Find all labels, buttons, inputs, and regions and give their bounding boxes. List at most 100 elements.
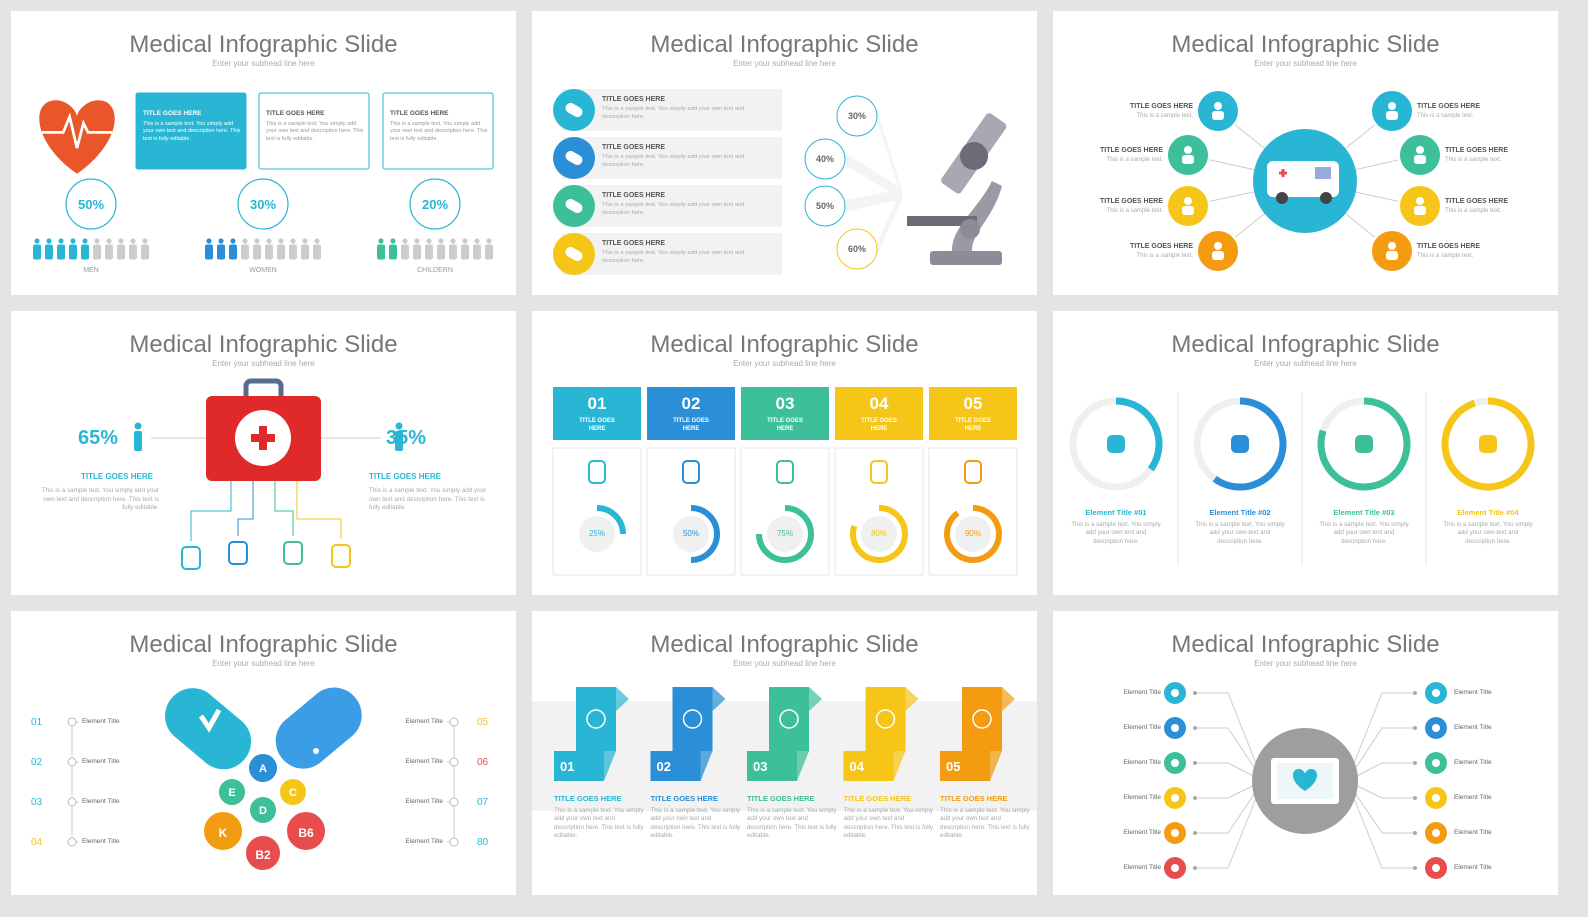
column-number: 05 xyxy=(963,394,983,413)
percent-circle xyxy=(237,178,289,230)
ribbon-icon xyxy=(586,709,606,729)
step-title: TITLE GOES HERE xyxy=(554,794,622,803)
connector xyxy=(1195,762,1264,782)
heart xyxy=(1292,769,1318,791)
people-empty xyxy=(401,238,493,260)
connector xyxy=(1346,762,1415,782)
step-title: TITLE GOES HERE xyxy=(940,794,1008,803)
column-body xyxy=(552,447,642,576)
person-head xyxy=(230,238,236,244)
person-body xyxy=(57,244,65,260)
ring-arc xyxy=(690,505,720,563)
step-title: TITLE GOES HERE xyxy=(650,794,719,803)
ribbon-top xyxy=(576,687,616,751)
column-number: 03 xyxy=(775,394,795,413)
ring-arc xyxy=(1441,397,1535,491)
icon-glyph xyxy=(1182,155,1194,164)
node xyxy=(449,797,459,807)
person-body xyxy=(461,244,469,260)
column-number: 04 xyxy=(869,394,889,413)
person-body xyxy=(117,244,125,260)
icon-glyph xyxy=(1171,724,1179,732)
item-title: TITLE GOES HERE xyxy=(1445,198,1509,205)
item-number: 80 xyxy=(477,837,489,848)
element-text: This is a sample text. You simply add yo… xyxy=(1195,521,1285,545)
person-head xyxy=(278,238,284,244)
node xyxy=(67,757,77,767)
microscope xyxy=(907,113,1007,265)
ribbon-icon xyxy=(875,709,896,729)
element-text: This is a sample text. You simply add yo… xyxy=(1443,521,1533,545)
person-head xyxy=(314,238,320,244)
person-head xyxy=(474,238,480,244)
icon-glyph xyxy=(565,151,583,165)
item-title: Element Title xyxy=(82,718,120,725)
person-head xyxy=(106,238,112,244)
person-body xyxy=(241,244,249,260)
slide-graphics xyxy=(33,92,494,260)
person-body xyxy=(425,244,433,260)
ribbon-fold xyxy=(905,687,919,711)
person-body xyxy=(389,244,397,260)
icon-glyph xyxy=(1182,206,1194,215)
item-title: TITLE GOES HERE xyxy=(1129,103,1193,110)
people-empty xyxy=(241,238,321,260)
element-title: Element Title #01 xyxy=(1085,508,1147,517)
ring-center xyxy=(579,516,615,552)
item-text: This is a sample text. You simply add yo… xyxy=(602,154,745,168)
ribbon-base xyxy=(747,751,797,781)
person-head xyxy=(486,238,492,244)
slide-subtitle: Enter your subhead line here xyxy=(733,659,836,668)
column-title: TITLE GOES HERE xyxy=(673,418,709,433)
percent-circle xyxy=(836,228,878,270)
step-number: 01 xyxy=(560,759,575,774)
person-head xyxy=(266,238,272,244)
column-body xyxy=(834,447,924,576)
percent-label: 50% xyxy=(682,529,699,538)
person-head xyxy=(378,238,384,244)
column-body xyxy=(646,447,736,576)
item-text: This is a sample text. xyxy=(1106,157,1163,163)
person-body xyxy=(485,244,493,260)
beam xyxy=(877,110,902,199)
icon-glyph xyxy=(1432,794,1440,802)
percent-label: 25% xyxy=(588,529,605,538)
tool-icon xyxy=(283,541,303,565)
box-text: This is a sample text. You simply add yo… xyxy=(390,121,488,142)
person-head xyxy=(130,238,136,244)
item-title: Element Title xyxy=(82,798,120,805)
percent-label: 50% xyxy=(77,197,105,212)
item-title: Element Title xyxy=(1454,724,1492,731)
connector xyxy=(1195,780,1264,834)
icon-glyph xyxy=(1432,689,1440,697)
person-body xyxy=(141,244,149,260)
item-bg xyxy=(562,137,782,179)
slide-subtitle: Enter your subhead line here xyxy=(1254,359,1357,368)
icon-glyph xyxy=(1184,197,1192,205)
beam xyxy=(845,189,902,212)
head xyxy=(134,422,142,430)
vitamin-letter: A xyxy=(259,763,267,775)
cross xyxy=(1279,169,1287,177)
percent-label: 65% xyxy=(78,427,119,449)
person-head xyxy=(46,238,52,244)
group-name: MEN xyxy=(83,267,99,274)
item-title: Element Title xyxy=(82,758,120,765)
item-title: TITLE GOES HERE xyxy=(1099,198,1163,205)
item-title: Element Title xyxy=(1123,794,1161,801)
node xyxy=(67,797,77,807)
percent-label: 30% xyxy=(847,111,866,121)
item-bg xyxy=(562,89,782,131)
ribbon-base xyxy=(650,751,701,781)
item-title: TITLE GOES HERE xyxy=(602,240,666,247)
slide-graphics xyxy=(1166,89,1442,273)
person-head xyxy=(426,238,432,244)
vitamin xyxy=(285,810,327,852)
step-number: 03 xyxy=(753,759,768,774)
head xyxy=(395,422,403,430)
person-body xyxy=(265,244,273,260)
icon-glyph xyxy=(1432,864,1440,872)
vitamin xyxy=(278,777,308,807)
slide: Medical Infographic Slide Enter your subh… xyxy=(11,311,516,595)
icon-glyph xyxy=(1386,251,1398,260)
